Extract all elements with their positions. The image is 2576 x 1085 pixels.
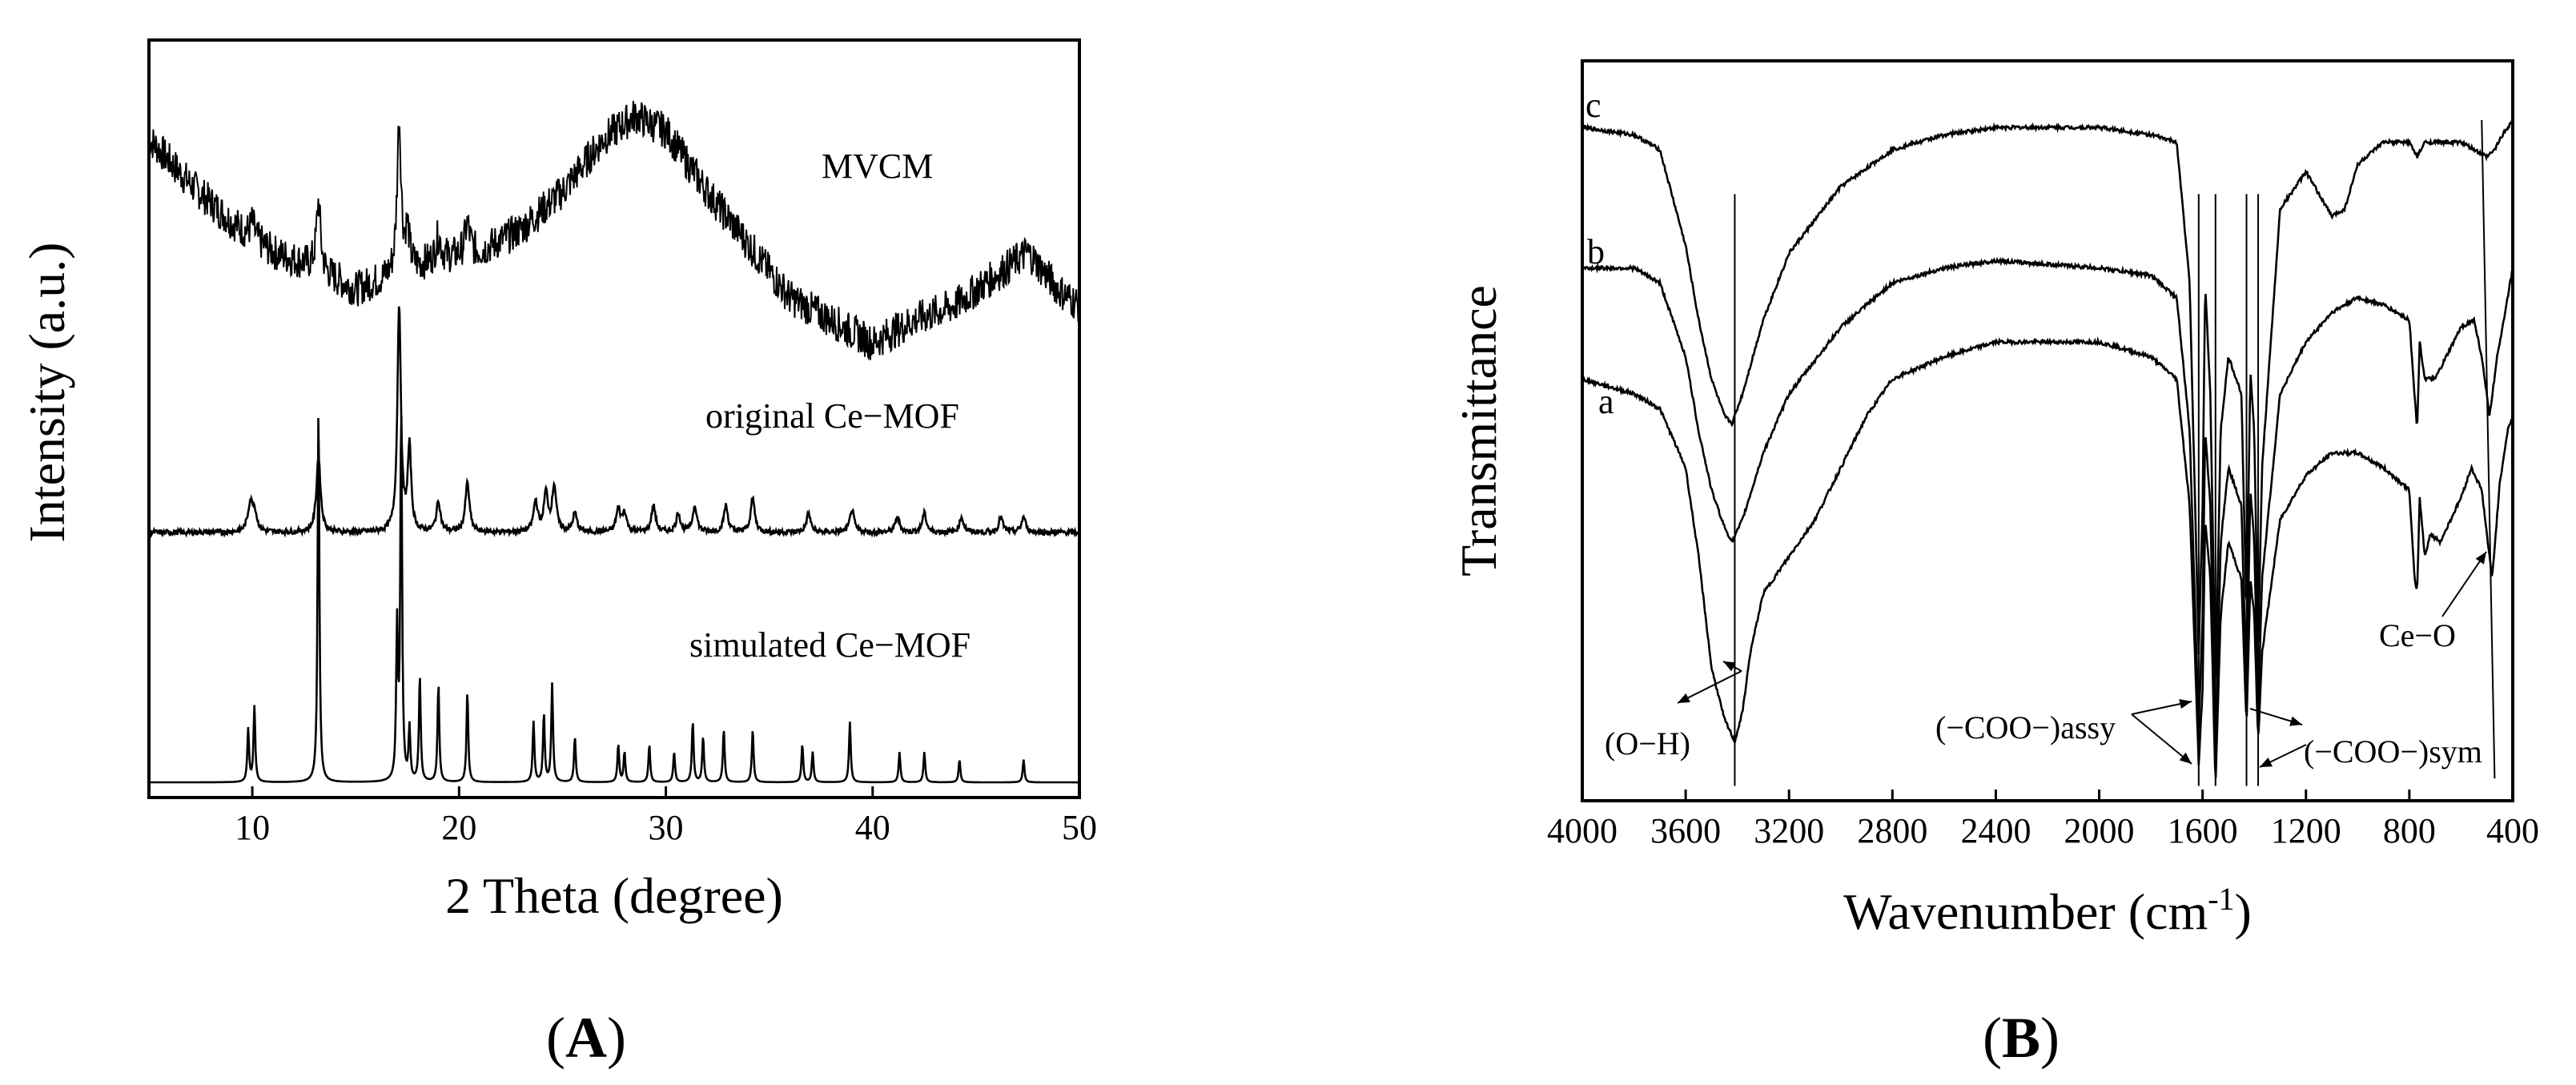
panel-b-tick-label: 2000 [2064, 811, 2135, 850]
panel-a-tick-label: 40 [855, 808, 890, 847]
panel-b-arrowhead [2260, 757, 2273, 767]
panel-a-x-axis-title: 2 Theta (degree) [445, 867, 783, 924]
panel-b-annotation-ce-o: Ce−O [2379, 617, 2456, 653]
panel-a-chart: 10 20 30 40 50 MVCM original Ce−MOF simulate… [18, 38, 1097, 1070]
panel-b-annotation-oh: (O−H) [1605, 725, 1690, 762]
panel-b-label-c: c [1585, 86, 1601, 125]
panel-b-tick-label: 1600 [2168, 811, 2238, 850]
panel-b-reference-lines [1734, 119, 2496, 786]
panel-b-tick-label: 4000 [1547, 811, 1618, 850]
panel-b-tick-label: 3200 [1754, 811, 1824, 850]
panel-b-x-ticks: 4000 3600 3200 2800 2400 2000 1600 1200 800 400 [1547, 790, 2539, 850]
panel-b-plot-frame [1581, 59, 2514, 802]
panel-b-series-group [1581, 119, 2514, 778]
panel-b-series-b [1581, 256, 2514, 754]
panel-b-x-axis-title: Wavenumber (cm-1) [1843, 881, 2252, 940]
panel-b-annotation-coo-assy: (−COO−)assy [1935, 709, 2116, 745]
panel-b-caption: (B) [1983, 1006, 2060, 1070]
panel-a-series-group [147, 100, 1080, 784]
panel-b-series-c [1581, 119, 2514, 679]
panel-b-chart: 4000 3600 3200 2800 2400 2000 1600 1200 800 400 a… [1450, 59, 2539, 1070]
panel-a-tick-label: 20 [441, 808, 476, 847]
panel-b-annotation-arrows [1677, 551, 2487, 768]
panel-a-caption: (A) [546, 1006, 626, 1070]
panel-a-series-2 [147, 306, 1080, 539]
panel-a-x-ticks: 10 20 30 40 50 [235, 786, 1097, 847]
panel-b-label-a: a [1598, 382, 1614, 421]
panel-b-series-a [1581, 336, 2514, 778]
panel-b-arrow-line [2441, 551, 2487, 617]
panel-b-arrowhead [1678, 693, 1690, 703]
panel-b-tick-label: 3600 [1650, 811, 1721, 850]
panel-a-series-3 [149, 416, 1079, 784]
panel-a-tick-label: 30 [649, 808, 684, 847]
panel-a-tick-label: 50 [1062, 808, 1097, 847]
panel-b-annotation-coo-sym: (−COO−)sym [2304, 733, 2482, 770]
panel-b-arrow-line [1677, 670, 1742, 704]
panel-b-tick-label: 400 [2486, 811, 2539, 850]
panel-a-y-axis-title: Intensity (a.u.) [18, 243, 75, 543]
panel-b-y-axis-title: Transmittance [1450, 285, 1507, 577]
panel-b-arrowhead [2179, 698, 2192, 709]
panel-b-arrowhead [2179, 752, 2192, 764]
panel-a-series-1 [148, 100, 1080, 361]
panel-a-label-original: original Ce−MOF [705, 396, 959, 436]
panel-b-tick-label: 2400 [1960, 811, 2031, 850]
panel-b-tick-label: 800 [2383, 811, 2436, 850]
panel-b-tick-label: 1200 [2271, 811, 2341, 850]
panel-b-arrowhead [2289, 716, 2302, 726]
panel-b-arrowhead [2475, 552, 2486, 565]
panel-b-arrowhead [1723, 661, 1736, 672]
panel-a-tick-label: 10 [235, 808, 270, 847]
panel-a-label-mvcm: MVCM [822, 147, 933, 186]
panel-b-tick-label: 2800 [1857, 811, 1927, 850]
panel-b-reference-line [2481, 119, 2496, 779]
panel-b-arrow-line [2131, 713, 2192, 765]
panel-a-label-simulated: simulated Ce−MOF [689, 625, 971, 665]
panel-b-label-b: b [1587, 232, 1605, 271]
panel-a-plot-frame [147, 38, 1081, 799]
